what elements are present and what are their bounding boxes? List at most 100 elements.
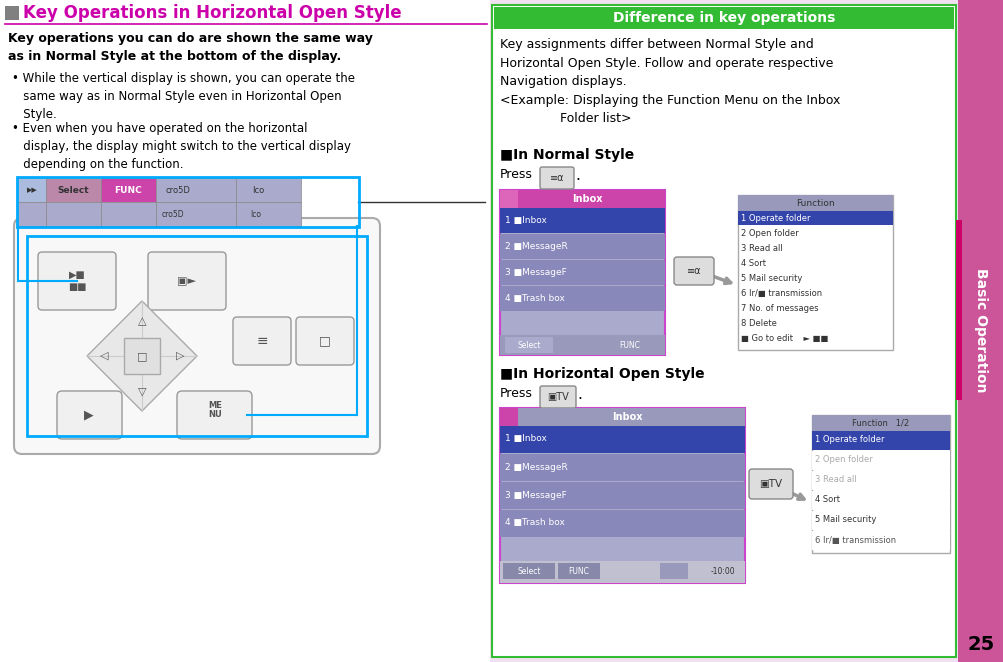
Bar [811,451,949,470]
Text: △: △ [137,316,146,326]
FancyBboxPatch shape [233,317,291,365]
Text: 3 ■MessageF: 3 ■MessageF [505,267,566,277]
Bar [499,190,664,355]
Text: Basic Operation: Basic Operation [973,267,987,393]
Text: ▶■
■■: ▶■ ■■ [67,270,86,292]
Text: 2 Open folder: 2 Open folder [740,228,798,238]
Text: • While the vertical display is shown, you can operate the
   same way as in Nor: • While the vertical display is shown, y… [12,72,355,121]
Text: ME
NU: ME NU [208,401,222,419]
Text: ▷: ▷ [176,351,185,361]
Text: 1 Operate folder: 1 Operate folder [814,436,884,444]
Text: ≡α: ≡α [686,266,700,276]
Text: 6 Ir/■ transmission: 6 Ir/■ transmission [740,289,821,297]
FancyBboxPatch shape [748,469,792,499]
Text: 1 ■Inbox: 1 ■Inbox [505,434,547,444]
Text: ▶: ▶ [84,408,93,422]
Bar [155,178,236,202]
Text: □: □ [136,351,147,361]
Bar [737,211,892,225]
Text: FUNC: FUNC [114,185,141,195]
Text: ≡α: ≡α [550,173,564,183]
Text: 4 Sort: 4 Sort [740,258,765,267]
Bar [811,491,949,510]
Text: ◁: ◁ [99,351,108,361]
Text: 3 Read all: 3 Read all [740,244,782,252]
Text: Function: Function [795,199,833,207]
Text: ▣TV: ▣TV [758,479,781,489]
FancyBboxPatch shape [177,391,252,439]
FancyBboxPatch shape [540,386,576,408]
Bar [499,510,744,537]
Bar [503,563,555,579]
Text: 8 Delete: 8 Delete [740,318,776,328]
Bar [499,482,744,509]
Bar [499,190,518,208]
Bar [499,408,744,426]
Polygon shape [87,301,197,411]
Text: ■In Horizontal Open Style: ■In Horizontal Open Style [499,367,704,381]
Text: Select: Select [57,185,88,195]
Text: Ico: Ico [252,185,264,195]
FancyBboxPatch shape [296,317,354,365]
Text: 7 No. of messages: 7 No. of messages [740,303,817,312]
Bar [18,178,46,202]
FancyBboxPatch shape [540,167,574,189]
Text: 2 Open folder: 2 Open folder [814,455,872,465]
Bar [811,471,949,490]
Text: 4 ■Trash box: 4 ■Trash box [505,518,565,528]
Text: 25: 25 [967,636,994,655]
Text: 6 Ir/■ transmission: 6 Ir/■ transmission [814,536,896,545]
Bar [659,563,687,579]
Text: • Even when you have operated on the horizontal
   display, the display might sw: • Even when you have operated on the hor… [12,122,351,171]
Text: Inbox: Inbox [572,194,602,204]
Bar [499,234,664,259]
Bar [558,563,600,579]
Bar [18,202,46,226]
Text: Press: Press [499,387,533,400]
FancyBboxPatch shape [14,218,379,454]
Text: Select: Select [517,567,541,575]
Text: Select: Select [517,340,541,350]
Bar [46,202,101,226]
Text: Key operations you can do are shown the same way
as in Normal Style at the botto: Key operations you can do are shown the … [8,32,372,63]
FancyBboxPatch shape [57,391,122,439]
FancyBboxPatch shape [38,252,116,310]
Text: 3 Read all: 3 Read all [814,475,856,485]
Bar [236,202,301,226]
Bar [499,408,744,583]
FancyBboxPatch shape [147,252,226,310]
Bar [0,0,489,662]
Text: Key assignments differ between Normal Style and
Horizontal Open Style. Follow an: Key assignments differ between Normal St… [499,38,840,125]
Text: 4 ■Trash box: 4 ■Trash box [505,293,565,303]
Text: ▣TV: ▣TV [547,392,569,402]
Text: 3 ■MessageF: 3 ■MessageF [505,491,566,500]
Bar [499,426,744,453]
Bar [27,236,367,436]
Text: ▣►: ▣► [178,276,197,286]
Bar [124,338,159,374]
Text: cro5D: cro5D [165,185,191,195]
Text: 4 Sort: 4 Sort [814,495,840,504]
Bar [811,415,949,553]
Bar [737,195,892,350]
Bar [955,220,961,400]
Bar [499,190,664,208]
FancyBboxPatch shape [673,257,713,285]
Bar [101,202,155,226]
Bar [737,195,892,211]
Bar [499,335,664,355]
Text: Press: Press [499,168,533,181]
Text: 1 ■Inbox: 1 ■Inbox [505,216,547,224]
Bar [491,5,955,657]
Bar [811,531,949,550]
Bar [493,7,953,29]
Bar [499,286,664,311]
Bar [101,178,155,202]
Text: 5 Mail security: 5 Mail security [814,516,876,524]
Bar [46,178,101,202]
Bar [811,431,949,450]
Text: ▽: ▽ [137,386,146,396]
Text: Function   1/2: Function 1/2 [852,418,909,428]
Bar [5,6,19,20]
Bar [499,208,664,233]
